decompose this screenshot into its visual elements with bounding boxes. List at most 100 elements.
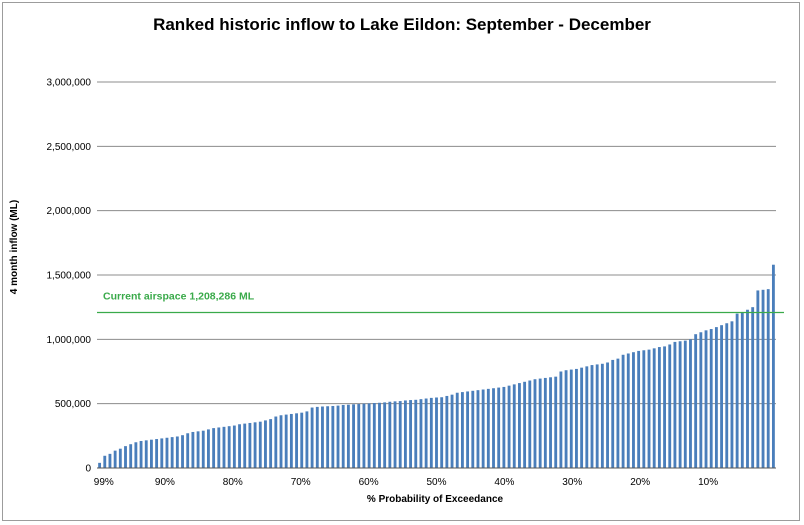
bar [196, 431, 200, 468]
bar [735, 313, 739, 468]
bar [600, 363, 604, 468]
bar [523, 381, 527, 468]
bar [466, 391, 470, 468]
bar [709, 329, 713, 468]
bar [274, 416, 278, 468]
bar [186, 433, 190, 468]
bar [720, 325, 723, 468]
bar [248, 422, 252, 468]
bar [590, 365, 594, 468]
bar [595, 364, 599, 468]
bar [564, 370, 568, 468]
bar [580, 367, 584, 468]
x-tick-label: 70% [291, 477, 311, 488]
bar [326, 406, 330, 468]
y-axis-label: 4 month inflow (ML) [9, 200, 20, 294]
chart-svg: Ranked historic inflow to Lake Eildon: S… [9, 15, 784, 505]
bar [129, 444, 133, 468]
bar [606, 362, 609, 468]
bar [507, 385, 511, 468]
bar [383, 402, 387, 468]
bars [98, 264, 775, 468]
y-tick-label: 2,000,000 [47, 206, 92, 217]
bar [663, 346, 666, 468]
bar [419, 399, 423, 468]
bar [310, 407, 314, 468]
bar [725, 323, 729, 468]
bar [533, 379, 537, 468]
bar [492, 388, 495, 468]
bar [460, 392, 464, 468]
bar [170, 437, 174, 468]
bar [372, 403, 376, 468]
y-tick-label: 3,000,000 [47, 78, 92, 89]
bar [357, 404, 361, 468]
bar [352, 404, 355, 468]
bar [766, 289, 770, 468]
bar [528, 380, 532, 468]
y-tick-label: 0 [85, 464, 91, 475]
bar [155, 439, 159, 468]
x-tick-label: 50% [426, 477, 446, 488]
bar [165, 437, 169, 468]
bar [704, 330, 708, 468]
bar [393, 401, 397, 468]
bar [181, 435, 184, 468]
bar [134, 442, 138, 468]
bar [295, 413, 298, 468]
bar [305, 411, 309, 468]
bar [730, 321, 734, 468]
bar [699, 332, 703, 468]
bar [409, 400, 413, 468]
bar [315, 406, 319, 468]
bar [388, 401, 392, 468]
bar [201, 430, 205, 468]
bar [103, 455, 107, 468]
bar [150, 439, 153, 468]
bar [336, 405, 340, 468]
bar [455, 392, 459, 468]
bar [543, 377, 547, 468]
bar [481, 389, 485, 468]
y-tick-label: 500,000 [55, 399, 92, 410]
bar [518, 383, 521, 468]
bar [497, 387, 501, 468]
y-tick-label: 1,500,000 [47, 271, 92, 282]
bar [258, 421, 262, 468]
x-tick-label: 80% [223, 477, 243, 488]
chart-title: Ranked historic inflow to Lake Eildon: S… [153, 15, 651, 34]
bar [678, 341, 682, 468]
gridlines [97, 81, 776, 405]
bar [549, 377, 552, 468]
bar [751, 307, 755, 468]
bar [238, 424, 241, 468]
bar [108, 453, 112, 468]
bar [346, 404, 350, 468]
airspace-reference-label: Current airspace 1,208,286 ML [103, 291, 255, 303]
bar [139, 440, 143, 468]
bar [714, 327, 718, 468]
bar [98, 462, 102, 468]
bar [626, 353, 630, 468]
bar [486, 388, 490, 468]
bar [642, 350, 646, 468]
bar [217, 427, 221, 468]
bar [683, 340, 687, 468]
bar [611, 359, 615, 468]
bar [740, 312, 744, 468]
bar [222, 426, 226, 468]
bar [398, 401, 402, 468]
bar [585, 366, 589, 468]
bar [269, 419, 273, 468]
bar [502, 386, 506, 468]
bar [118, 448, 122, 468]
y-axis-ticks: 0 500,000 1,000,000 1,500,000 2,000,000 2,500… [47, 78, 92, 475]
bar [621, 354, 625, 468]
bar [471, 390, 475, 468]
bar [300, 412, 304, 468]
bar [207, 429, 210, 468]
bar [559, 371, 563, 468]
x-tick-label: 90% [155, 477, 175, 488]
bar [113, 450, 117, 468]
bar [569, 369, 573, 468]
